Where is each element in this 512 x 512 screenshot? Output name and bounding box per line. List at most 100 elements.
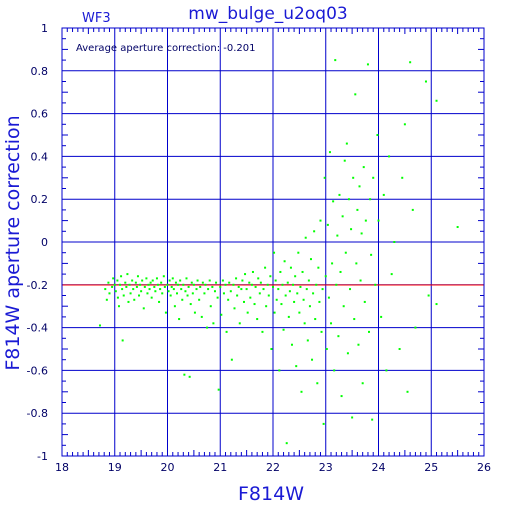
data-point: [112, 277, 115, 280]
data-point: [359, 279, 362, 282]
x-tick-label: 20: [161, 461, 175, 474]
data-point: [277, 288, 280, 291]
data-point: [355, 262, 358, 265]
data-point: [229, 290, 232, 293]
data-point: [374, 283, 377, 286]
data-point: [342, 305, 345, 308]
data-point: [376, 134, 379, 136]
data-point: [328, 151, 331, 154]
data-point: [105, 298, 108, 301]
data-point: [159, 288, 162, 291]
data-point: [120, 275, 123, 278]
grid: [61, 27, 485, 457]
data-point: [287, 315, 290, 318]
data-point: [195, 288, 198, 291]
data-point: [369, 198, 372, 201]
data-point: [111, 285, 114, 288]
data-point: [173, 305, 176, 308]
data-point: [236, 294, 239, 297]
y-tick-label: -1: [37, 450, 48, 463]
data-point: [143, 285, 146, 288]
data-point: [266, 283, 269, 286]
data-point: [393, 241, 396, 243]
data-point: [246, 311, 249, 314]
data-point: [114, 290, 117, 293]
data-point: [200, 315, 203, 318]
data-point: [361, 382, 364, 385]
data-point: [191, 292, 194, 295]
data-point: [303, 322, 306, 325]
y-tick-label: 0.2: [31, 193, 49, 206]
data-point: [330, 322, 333, 325]
data-point: [292, 283, 295, 286]
data-point: [132, 288, 135, 291]
data-point: [208, 279, 211, 282]
data-point: [238, 322, 241, 325]
data-point: [216, 296, 219, 299]
data-point: [149, 281, 152, 284]
data-point: [385, 369, 388, 372]
data-point: [273, 251, 276, 254]
data-point: [133, 298, 136, 301]
data-point: [185, 277, 188, 280]
data-point: [283, 260, 286, 263]
data-point: [323, 176, 326, 179]
plot-frame: [61, 27, 485, 457]
data-point: [398, 348, 401, 350]
data-point: [141, 279, 144, 282]
data-point: [131, 279, 134, 282]
data-point: [249, 296, 252, 299]
data-point: [285, 442, 288, 445]
y-tick-label: -0.4: [27, 322, 48, 335]
data-point: [98, 324, 101, 327]
data-point: [157, 283, 160, 286]
data-point: [409, 61, 412, 64]
data-point: [293, 300, 296, 303]
y-tick-label: -0.6: [27, 364, 48, 377]
data-point: [364, 219, 367, 222]
data-point: [371, 418, 374, 421]
data-point: [221, 279, 224, 282]
data-point: [179, 279, 182, 282]
data-point: [163, 285, 166, 288]
data-point: [135, 285, 138, 288]
data-point: [172, 288, 175, 291]
data-point: [272, 285, 274, 288]
data-point: [142, 307, 145, 310]
data-point: [160, 281, 163, 284]
x-tick-label: 23: [319, 461, 333, 474]
data-point: [414, 326, 417, 329]
data-point: [275, 298, 278, 301]
data-point: [201, 281, 204, 284]
data-point: [390, 273, 393, 276]
data-point: [267, 294, 270, 297]
data-point: [177, 283, 180, 286]
data-point: [183, 373, 186, 376]
data-point: [212, 322, 215, 325]
data-point: [424, 80, 427, 83]
y-tick-label: -0.8: [27, 407, 48, 420]
data-point: [296, 292, 299, 295]
data-point: [127, 300, 130, 303]
data-point: [332, 200, 335, 203]
data-point: [336, 234, 339, 237]
data-point: [204, 283, 207, 286]
data-point: [382, 193, 385, 196]
data-point: [320, 330, 323, 333]
data-point: [122, 294, 125, 297]
data-point: [284, 294, 287, 297]
data-point: [211, 285, 214, 288]
data-point: [116, 296, 119, 299]
data-point: [352, 176, 355, 179]
data-point: [274, 279, 277, 282]
data-point: [353, 318, 356, 321]
data-point: [254, 285, 257, 288]
data-point: [169, 294, 172, 297]
y-tick-label: -0.2: [27, 279, 48, 292]
data-point: [161, 292, 164, 295]
data-point: [280, 303, 283, 306]
data-point: [294, 275, 297, 278]
data-point: [170, 285, 173, 288]
y-tick-labels: -1 -0.8 -0.6 -0.4 -0.2 0 0.2 0.4 0.6 0.8 1: [27, 22, 48, 463]
data-point: [299, 285, 302, 288]
